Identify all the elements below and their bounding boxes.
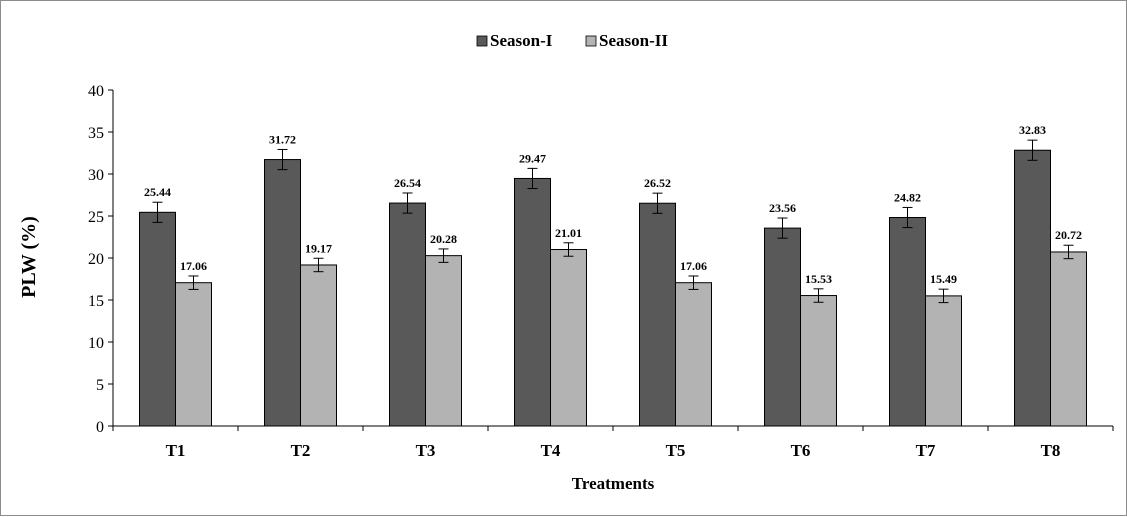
data-label: 29.47 [519, 151, 546, 165]
data-label: 17.06 [180, 259, 207, 273]
legend: Season-I Season-II [476, 31, 668, 50]
bar-season-ii [300, 264, 337, 427]
legend-label-season-i: Season-I [490, 31, 553, 50]
y-tick-label: 0 [96, 419, 104, 436]
data-label: 21.01 [555, 226, 582, 240]
bar-season-i [889, 217, 926, 427]
y-axis: 0 5 10 15 20 25 30 35 40 [88, 83, 114, 436]
bar-season-ii [550, 249, 587, 427]
bar-season-i [264, 159, 301, 427]
data-label: 32.83 [1019, 123, 1046, 137]
bar-season-ii [425, 255, 462, 427]
x-axis-title: Treatments [572, 474, 655, 493]
data-label: 19.17 [305, 241, 332, 255]
y-axis-title: PLW (%) [18, 216, 40, 298]
y-tick-label: 10 [88, 335, 104, 352]
data-label: 25.44 [144, 185, 171, 199]
data-label: 23.56 [769, 201, 796, 215]
data-label: 26.52 [644, 176, 671, 190]
bars: 25.44 17.06 31.72 19.17 26.54 20.28 29.47 21.01… [139, 123, 1087, 427]
bar-season-i [639, 202, 676, 427]
x-axis: T1 T2 T3 T4 T5 T6 T7 T8 [112, 425, 1114, 460]
bar-season-i [514, 177, 551, 427]
y-tick-label: 35 [88, 125, 104, 142]
y-tick-label: 15 [88, 293, 104, 310]
data-label: 20.72 [1055, 228, 1082, 242]
y-tick-label: 20 [88, 251, 104, 268]
x-tick-label: T5 [666, 441, 686, 460]
data-label: 31.72 [269, 132, 296, 146]
data-label: 24.82 [894, 190, 921, 204]
bar-season-ii [175, 282, 212, 427]
x-tick-label: T6 [791, 441, 811, 460]
bar-season-ii [800, 295, 837, 427]
bar-season-ii [1050, 251, 1087, 427]
bar-season-ii [925, 295, 962, 427]
data-label: 17.06 [680, 259, 707, 273]
x-tick-label: T3 [416, 441, 436, 460]
x-tick-label: T1 [166, 441, 186, 460]
data-label: 26.54 [394, 176, 421, 190]
data-label: 20.28 [430, 232, 457, 246]
legend-swatch-season-i [476, 35, 488, 47]
data-label: 15.53 [805, 272, 832, 286]
legend-label-season-ii: Season-II [599, 31, 668, 50]
bar-season-ii [675, 282, 712, 427]
x-tick-label: T7 [916, 441, 936, 460]
bar-season-i [389, 202, 426, 427]
y-tick-label: 40 [88, 83, 104, 100]
x-tick-label: T4 [541, 441, 561, 460]
x-tick-label: T2 [291, 441, 311, 460]
data-label: 15.49 [930, 272, 957, 286]
bar-season-i [139, 211, 176, 427]
bar-season-i [764, 227, 801, 427]
y-tick-label: 5 [96, 377, 104, 394]
bar-season-i [1014, 149, 1051, 427]
y-tick-label: 30 [88, 167, 104, 184]
legend-swatch-season-ii [585, 35, 597, 47]
x-tick-label: T8 [1041, 441, 1061, 460]
y-tick-label: 25 [88, 209, 104, 226]
